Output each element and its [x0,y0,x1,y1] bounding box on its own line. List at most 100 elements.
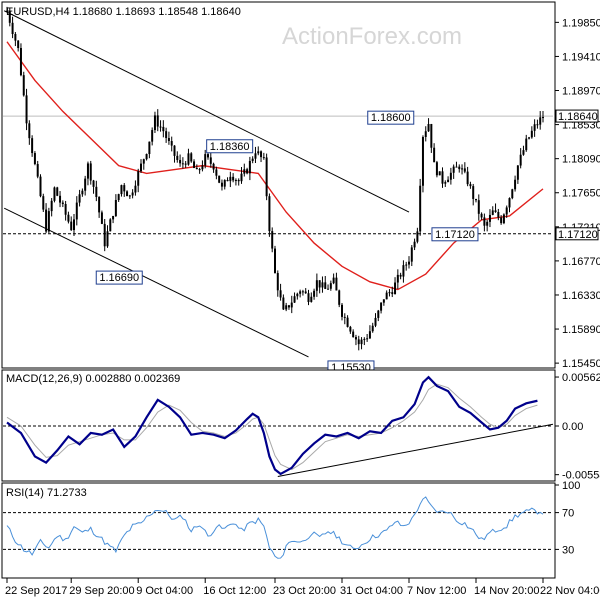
candle-body [396,274,399,283]
candle-body [167,138,170,142]
price-lines [3,10,544,358]
candle-body [296,293,299,297]
x-tick-label: 16 Oct 12:00 [203,585,266,597]
price-trendline [3,207,309,358]
candle-body [304,291,307,294]
candle-body [137,171,140,186]
price-right-tag: 1.17120 [555,227,599,241]
candle-body [190,153,193,162]
candle-body [42,196,45,210]
candle-body [31,138,34,154]
candle-body [75,202,78,220]
candle-body [22,75,25,96]
annotation-box [367,110,415,125]
macd-series-line [6,375,538,476]
candle-body [486,221,489,226]
candle-body [449,172,452,180]
candle-body [114,199,117,216]
candle-body [17,40,20,49]
candle-body [36,164,39,177]
rsi-line [6,496,544,559]
candle-body [117,194,120,200]
candle-body [533,124,536,131]
candle-body [427,124,430,132]
price-tick-label: 1.17650 [562,188,600,200]
candle-body [246,169,249,174]
candle-body [461,168,464,170]
candle-body [226,179,229,182]
candle-body [142,159,145,164]
candle-body [472,186,475,199]
candle-body [377,310,380,318]
candle-body [366,338,369,340]
candle-body [92,180,95,187]
price-tick-label: 1.18530 [562,120,600,132]
candle-body [156,115,159,127]
candle-body [45,209,48,232]
x-tick-label: 14 Nov 20:00 [474,585,539,597]
candle-body [223,179,226,187]
candle-body [218,175,221,183]
price-annotation: 1.17120 [431,227,479,242]
macd-tick-label: 0.005622 [562,372,600,384]
candle-body [502,214,505,224]
candle-body [399,274,402,277]
candle-body [260,151,263,158]
candle-body [494,210,497,213]
candle-body [488,214,491,222]
candle-body [452,166,455,173]
annotation-box [431,227,479,242]
candle-body [405,264,408,266]
candle-body [14,34,17,41]
annotation-label: 1.18360 [210,141,250,153]
candle-body [176,155,179,160]
price-y-axis: 1.19850 1.19410 1.18970 1.18530 1.18090 1.176… [555,17,600,370]
candle-body [310,296,313,302]
candle-body [307,293,310,302]
candle-body [343,316,346,318]
rsi-panel [1,482,556,579]
candle-body [123,185,126,192]
candle-body [424,131,427,138]
candle-body [151,130,154,142]
candle-body [528,137,531,139]
candle-body [421,137,424,186]
price-tick-label: 1.18970 [562,86,600,98]
annotation-box [206,139,254,154]
candle-body [184,163,187,165]
x-tick-label: 23 Oct 20:00 [273,585,336,597]
candle-body [131,192,134,196]
price-tick-label: 1.16330 [562,290,600,302]
candle-body [19,48,22,76]
price-right-tag: 1.18640 [555,109,599,123]
x-tick-label: 29 Sep 20:00 [69,585,134,597]
candle-body [64,204,67,215]
candle-body [229,176,232,182]
candle-body [103,223,106,247]
candle-body [56,187,59,196]
candle-body [240,173,243,182]
right-tag-label: 1.18640 [558,111,598,123]
candle-body [162,126,165,132]
right-tag-box [555,227,599,241]
candle-body [78,194,81,203]
price-candles [6,6,544,351]
x-axis: 22 Sep 2017 29 Sep 20:00 9 Oct 04:00 16 Oct… [5,578,600,597]
candle-body [220,182,223,187]
candle-body [201,165,204,170]
x-tick-label: 9 Oct 04:00 [136,585,193,597]
candle-body [497,212,500,218]
candle-body [112,215,115,220]
candle-body [276,273,279,291]
candle-body [293,296,296,303]
candle-body [371,325,374,332]
price-tick-label: 1.19850 [562,17,600,29]
annotation-label: 1.16690 [99,272,139,284]
candle-body [374,317,377,326]
candle-body [491,210,494,215]
rsi-y-axis: 100 70 30 [555,480,580,556]
candle-body [165,131,168,139]
candle-body [215,169,218,176]
candle-body [265,157,268,197]
candle-body [408,261,410,265]
